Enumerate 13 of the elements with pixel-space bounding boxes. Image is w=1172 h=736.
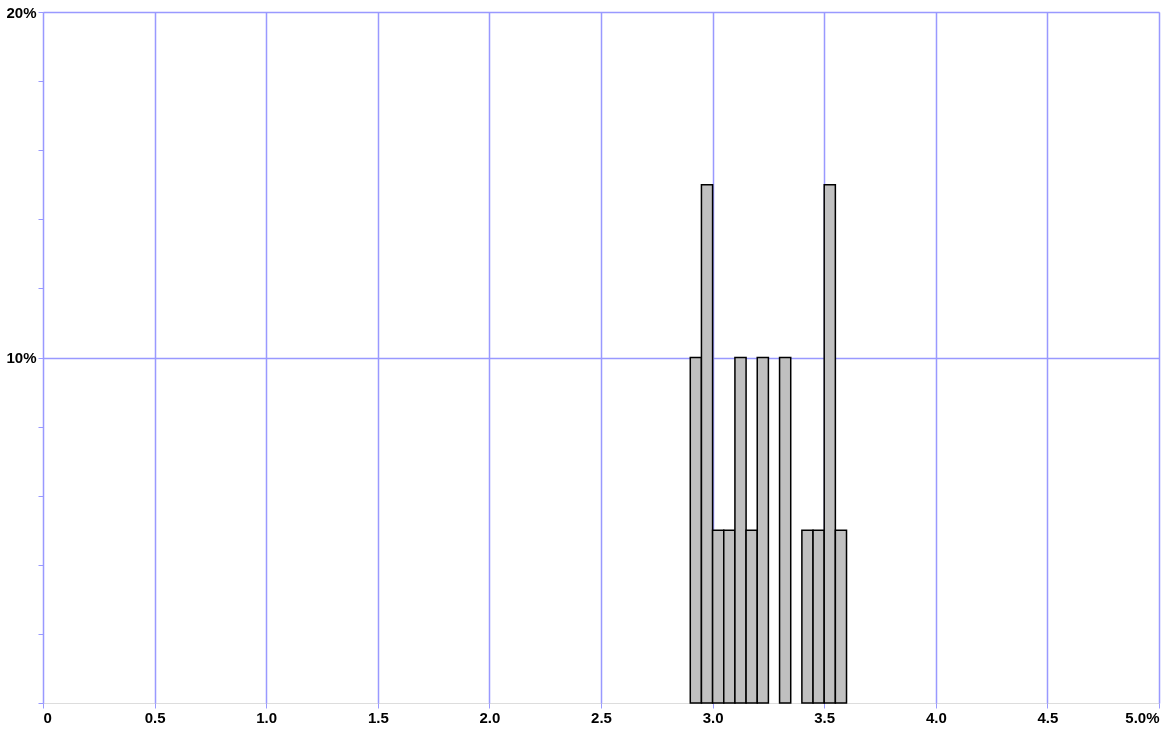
x-tick-label: 0: [43, 708, 52, 726]
y-tick-label: 10%: [6, 349, 37, 366]
x-tick-label: 0.5: [144, 708, 166, 726]
x-tick-label: 4.5: [1037, 708, 1059, 726]
x-tick-label: 5.0%: [1125, 708, 1160, 726]
x-tick-label: 4.0: [925, 708, 947, 726]
x-tick-label: 2.5: [591, 708, 612, 726]
y-tick-label: 20%: [6, 3, 37, 21]
x-tick-label: 3.0: [702, 708, 724, 726]
x-tick-label: 2.0: [479, 708, 501, 726]
x-tick-label: 1.0: [256, 708, 278, 726]
x-tick-label: 1.5: [367, 708, 389, 726]
x-tick-label: 3.5: [814, 708, 836, 726]
